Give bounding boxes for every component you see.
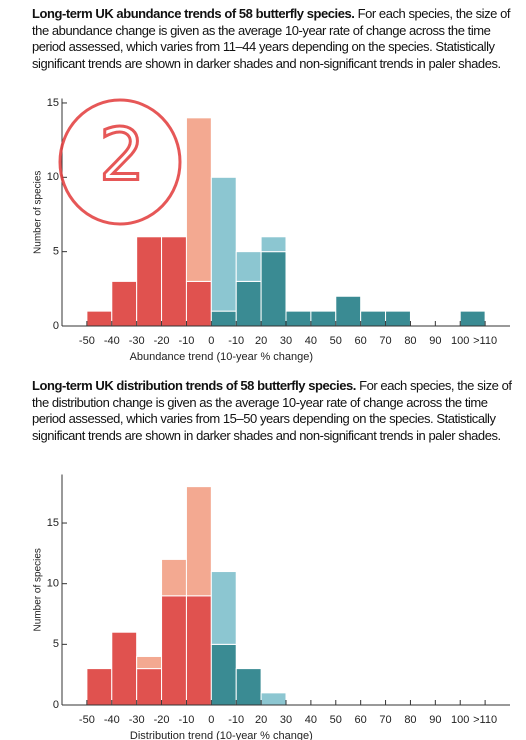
bar-segment xyxy=(210,571,237,645)
x-tick-label: 70 xyxy=(379,335,391,347)
x-tick-label: 80 xyxy=(404,714,416,726)
bar-segment xyxy=(235,280,262,327)
bar-segment xyxy=(285,310,312,327)
bar-segment xyxy=(185,595,212,706)
bar-segment xyxy=(260,251,287,327)
bar-segment xyxy=(185,280,212,327)
x-tick-label: 60 xyxy=(355,335,367,347)
bar-segment xyxy=(360,310,387,327)
x-tick-label: >110 xyxy=(473,335,497,347)
x-tick-label: -20 xyxy=(154,714,170,726)
bar-segment xyxy=(235,668,262,706)
bar-segment xyxy=(310,310,337,327)
bar-segment xyxy=(185,486,212,597)
x-tick-label: -40 xyxy=(104,335,120,347)
bar-segment xyxy=(385,310,411,327)
x-tick-label: 90 xyxy=(429,714,441,726)
bar-segment xyxy=(260,236,287,253)
x-tick-label: -10 xyxy=(228,335,244,347)
bar-segment xyxy=(210,310,237,327)
bar-segment xyxy=(210,176,237,312)
y-tick-label: 10 xyxy=(47,171,59,183)
x-tick-label: 50 xyxy=(330,335,342,347)
y-tick-label: 0 xyxy=(53,699,59,711)
x-tick-label: -30 xyxy=(129,714,145,726)
x-tick-label: >110 xyxy=(473,714,497,726)
chart-title: Long-term UK distribution trends of 58 b… xyxy=(32,378,356,393)
x-tick-label: 50 xyxy=(330,714,342,726)
x-tick-label: 30 xyxy=(280,335,292,347)
y-tick-label: 5 xyxy=(53,246,59,258)
x-tick-label: 40 xyxy=(305,335,317,347)
chart-title: Long-term UK abundance trends of 58 butt… xyxy=(32,6,355,21)
caption: Long-term UK abundance trends of 58 butt… xyxy=(32,6,524,72)
x-tick-label: 40 xyxy=(305,714,317,726)
caption: Long-term UK distribution trends of 58 b… xyxy=(32,378,524,444)
x-axis-label: Abundance trend (10-year % change) xyxy=(130,351,313,363)
chart-description: For each species, the size of the distri… xyxy=(32,378,512,443)
bar-segment xyxy=(161,595,187,706)
bar-segment xyxy=(136,668,163,706)
x-tick-label: 0 xyxy=(208,714,214,726)
bar-segment xyxy=(459,310,486,327)
x-tick-label: -20 xyxy=(154,335,170,347)
y-tick-label: 0 xyxy=(53,320,59,332)
y-tick-label: 15 xyxy=(47,517,59,529)
bar-segment xyxy=(260,692,287,706)
y-tick-label: 10 xyxy=(47,578,59,590)
x-tick-label: 30 xyxy=(280,714,292,726)
x-tick-label: 80 xyxy=(404,335,416,347)
y-tick-label: 5 xyxy=(53,638,59,650)
x-tick-label: 0 xyxy=(208,335,214,347)
x-tick-label: 100 xyxy=(451,335,469,347)
bar-segment xyxy=(136,655,163,670)
chart-description: For each species, the size of the abunda… xyxy=(32,6,511,71)
bar-segment xyxy=(210,643,237,706)
bar-segment xyxy=(86,668,113,706)
bar-segment xyxy=(335,295,362,327)
annotation-circle xyxy=(58,98,182,226)
annotation: 2 xyxy=(99,113,145,197)
x-tick-label: 100 xyxy=(451,714,469,726)
x-tick-label: -10 xyxy=(178,714,194,726)
x-tick-label: 60 xyxy=(355,714,367,726)
bar-segment xyxy=(161,236,187,327)
y-axis-label: Number of species xyxy=(33,171,44,254)
y-axis-label: Number of species xyxy=(33,548,44,631)
x-tick-label: -10 xyxy=(178,335,194,347)
x-tick-label: 90 xyxy=(429,335,441,347)
x-tick-label: -50 xyxy=(79,714,95,726)
x-tick-label: 70 xyxy=(379,714,391,726)
x-tick-label: -40 xyxy=(104,714,120,726)
bar-segment xyxy=(185,117,212,282)
bar-segment xyxy=(111,631,138,706)
bar-segment xyxy=(111,280,138,327)
bar-segment xyxy=(161,558,187,597)
x-tick-label: -10 xyxy=(228,714,244,726)
bar-segment xyxy=(86,310,113,327)
x-axis-label: Distribution trend (10-year % change) xyxy=(130,730,313,740)
bar-segment xyxy=(136,236,163,327)
bar-segment xyxy=(235,251,262,282)
x-tick-label: -50 xyxy=(79,335,95,347)
y-tick-label: 15 xyxy=(47,97,59,109)
x-tick-label: 20 xyxy=(255,335,267,347)
x-tick-label: 20 xyxy=(255,714,267,726)
x-tick-label: -30 xyxy=(129,335,145,347)
